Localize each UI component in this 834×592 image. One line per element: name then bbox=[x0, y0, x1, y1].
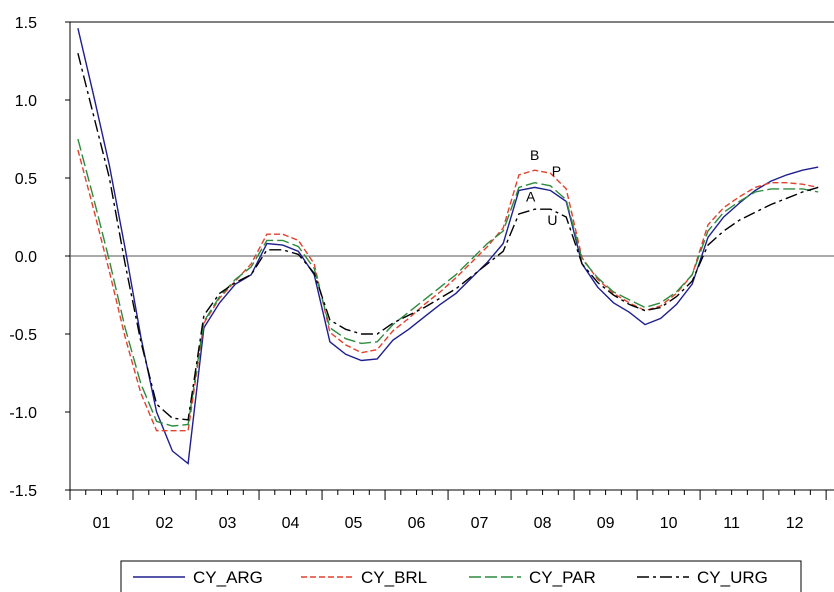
x-tick-label: 02 bbox=[156, 515, 174, 532]
legend-label: CY_ARG bbox=[193, 568, 263, 587]
annotation-p: P bbox=[552, 163, 561, 179]
series-line-cy-arg bbox=[77, 28, 819, 465]
legend-label: CY_BRL bbox=[361, 568, 427, 587]
x-tick-label: 09 bbox=[597, 515, 615, 532]
legend-label: CY_URG bbox=[697, 568, 768, 587]
x-tick-label: 10 bbox=[660, 515, 678, 532]
y-tick-label: -1.5 bbox=[9, 483, 37, 500]
series-line-cy-par bbox=[77, 138, 819, 427]
y-tick-label: 1.5 bbox=[15, 15, 37, 32]
axes: 1.5 1.0 0.5 0.0 -0.5 -1.0 -1.5 01 02 03 04 05 06 07 08… bbox=[9, 15, 834, 532]
annotation-u: U bbox=[547, 212, 557, 228]
y-tick-label: 0.0 bbox=[15, 249, 37, 266]
x-tick-label: 01 bbox=[93, 515, 111, 532]
y-tick-label: 1.0 bbox=[15, 93, 37, 110]
x-tick-label: 07 bbox=[471, 515, 489, 532]
annotation-b: B bbox=[530, 147, 539, 163]
series-line-cy-brl bbox=[77, 149, 819, 432]
x-tick-label: 04 bbox=[282, 515, 300, 532]
x-tick-label: 11 bbox=[723, 515, 740, 532]
x-tick-label: 03 bbox=[219, 515, 237, 532]
x-tick-label: 12 bbox=[786, 515, 804, 532]
x-tick-label: 05 bbox=[345, 515, 363, 532]
y-tick-label: 0.5 bbox=[15, 171, 37, 188]
legend: CY_ARG CY_BRL CY_PAR CY_URG bbox=[120, 560, 802, 592]
x-tick-label: 06 bbox=[408, 515, 426, 532]
y-tick-label: -0.5 bbox=[9, 327, 37, 344]
legend-label: CY_PAR bbox=[529, 568, 596, 587]
series-line-cy-urg bbox=[77, 53, 819, 421]
y-tick-label: -1.0 bbox=[9, 405, 37, 422]
annotation-a: A bbox=[526, 188, 536, 204]
x-tick-label: 08 bbox=[534, 515, 552, 532]
series-lines bbox=[77, 28, 819, 465]
